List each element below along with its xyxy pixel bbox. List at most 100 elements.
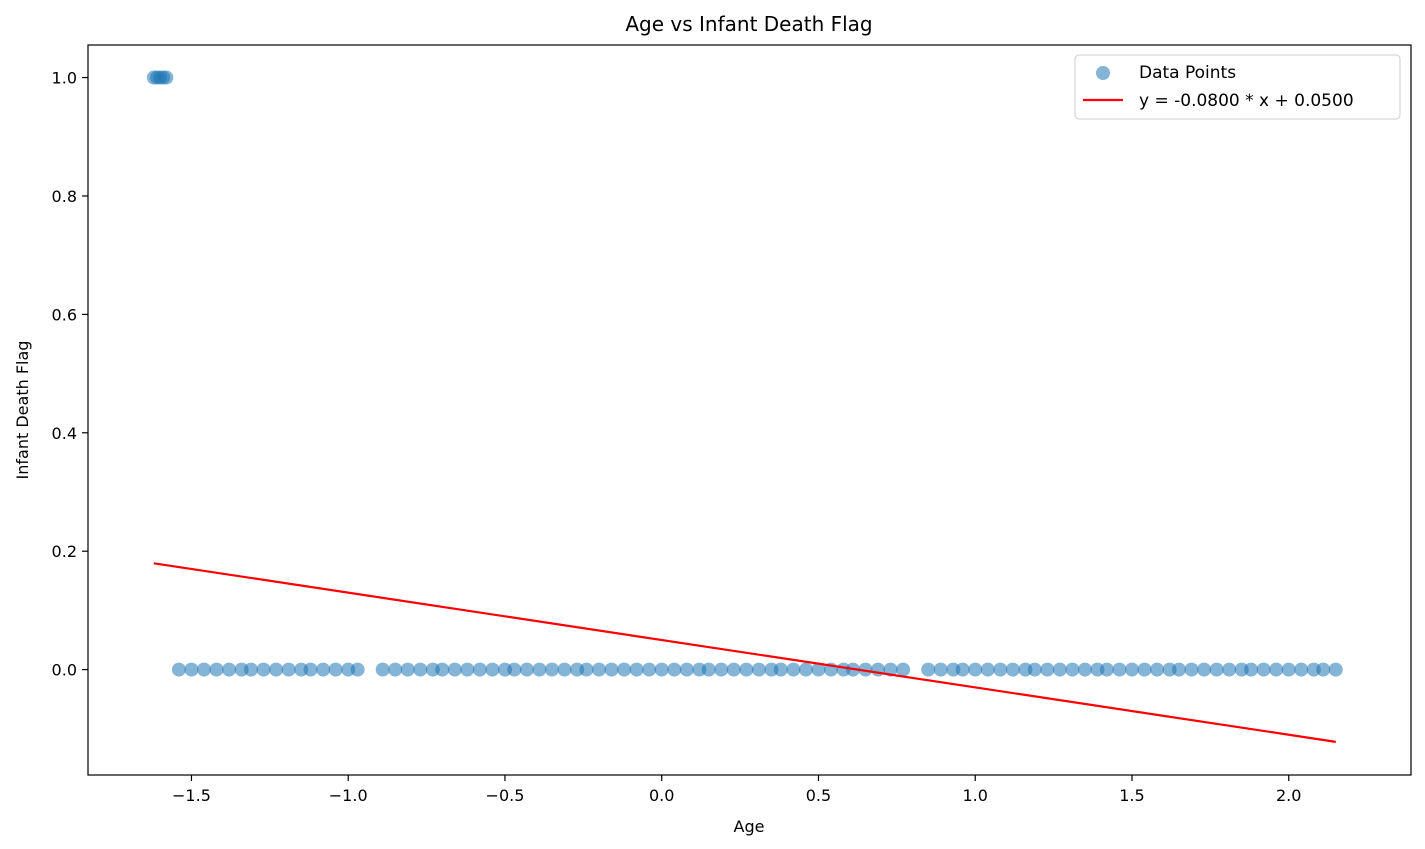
data-point [1209, 662, 1224, 677]
data-point [197, 662, 211, 677]
x-tick-label: −1.5 [172, 786, 211, 805]
data-point [604, 662, 619, 677]
data-point [557, 662, 572, 677]
data-point [244, 662, 259, 677]
data-point [714, 662, 729, 677]
data-point [1244, 662, 1259, 677]
data-point [701, 662, 716, 677]
data-point [1099, 662, 1114, 677]
data-point [1005, 662, 1020, 677]
data-point [303, 662, 318, 677]
y-tick-label: 0.2 [52, 542, 77, 561]
data-point [993, 662, 1008, 677]
data-point [1065, 662, 1080, 677]
legend: Data Points y = -0.0800 * x + 0.0500 [1074, 54, 1401, 120]
data-point [629, 662, 644, 677]
data-point [654, 662, 669, 677]
data-point [1269, 662, 1284, 677]
data-point [532, 662, 547, 677]
regression-line-layer [153, 562, 1336, 743]
data-point [679, 662, 694, 677]
data-point [472, 662, 487, 677]
data-point [798, 662, 813, 677]
data-point [1197, 662, 1212, 677]
x-tick-label: 1.5 [1119, 786, 1144, 805]
data-point [281, 662, 296, 677]
data-point [413, 662, 428, 677]
data-point [1040, 662, 1055, 677]
x-axis-label: Age [734, 817, 765, 836]
data-point [388, 662, 403, 677]
x-tick-label: 0.5 [806, 786, 831, 805]
data-point [933, 662, 948, 677]
data-point [896, 662, 911, 677]
data-point [435, 662, 450, 677]
data-point [739, 662, 754, 677]
legend-box [1074, 54, 1401, 120]
data-point [1172, 662, 1186, 677]
data-point [1281, 662, 1296, 677]
data-point [1112, 662, 1127, 677]
data-point [592, 662, 607, 677]
x-axis: −1.5 −1.0 −0.5 0.0 0.5 1.0 1.5 2.0 [172, 775, 1301, 805]
data-point [485, 662, 500, 677]
data-point [811, 662, 826, 677]
data-point [786, 662, 801, 677]
data-point [400, 662, 415, 677]
y-tick-label: 0.6 [52, 305, 77, 324]
data-point [1077, 662, 1092, 677]
data-point [519, 662, 534, 677]
data-point [773, 662, 788, 677]
data-point [667, 662, 682, 677]
y-axis: 0.0 0.2 0.4 0.6 0.8 1.0 [52, 69, 88, 680]
data-point [617, 662, 632, 677]
data-point [921, 662, 936, 677]
data-point [447, 662, 462, 677]
data-point [375, 662, 390, 677]
y-axis-label: Infant Death Flag [13, 341, 32, 480]
y-tick-label: 0.0 [52, 661, 77, 680]
data-point [1137, 662, 1152, 677]
legend-scatter-marker [1096, 66, 1110, 80]
data-point [968, 662, 983, 677]
data-point [209, 662, 224, 677]
legend-label-data-points: Data Points [1139, 63, 1236, 83]
data-point [1316, 662, 1331, 677]
data-point [1184, 662, 1199, 677]
plot-area [87, 44, 1412, 776]
data-point [507, 662, 522, 677]
data-point [1124, 662, 1139, 677]
y-tick-label: 1.0 [52, 69, 77, 88]
x-tick-label: −1.0 [329, 786, 368, 805]
scatter-points [146, 70, 1343, 677]
data-point [1294, 662, 1309, 677]
data-point [171, 662, 186, 677]
y-tick-label: 0.8 [52, 187, 77, 206]
data-point [1222, 662, 1237, 677]
data-point [980, 662, 995, 677]
data-point [328, 662, 343, 677]
data-point [316, 662, 331, 677]
x-tick-label: 0.0 [649, 786, 674, 805]
x-tick-label: −0.5 [486, 786, 525, 805]
data-point [544, 662, 559, 677]
data-point [269, 662, 284, 677]
data-point [460, 662, 475, 677]
regression-line [153, 562, 1336, 743]
plot-frame [87, 44, 1412, 776]
data-point [751, 662, 766, 677]
data-point [256, 662, 271, 677]
data-point [579, 662, 594, 677]
data-point [642, 662, 657, 677]
data-point [955, 662, 970, 677]
data-point [1052, 662, 1067, 677]
chart-title: Age vs Infant Death Flag [625, 12, 872, 36]
data-point [184, 662, 199, 677]
data-point [1256, 662, 1271, 677]
data-point [222, 662, 237, 677]
data-point [1150, 662, 1165, 677]
x-tick-label: 1.0 [962, 786, 987, 805]
data-point [350, 662, 365, 677]
data-point [1027, 662, 1042, 677]
